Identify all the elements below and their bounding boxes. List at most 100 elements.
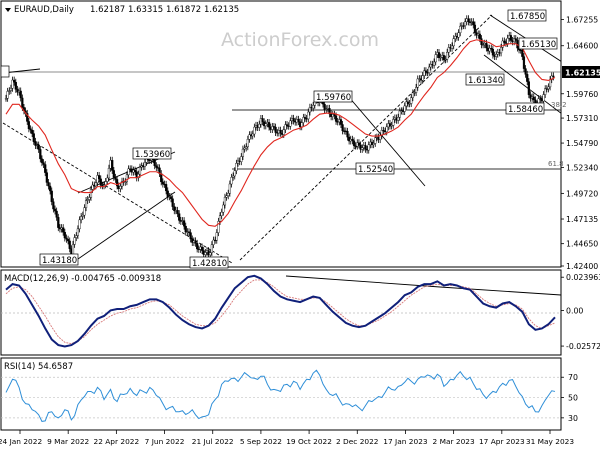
candle-body: [6, 91, 9, 99]
candle-body: [485, 43, 488, 49]
candle-body: [478, 33, 481, 39]
candle-body: [521, 49, 524, 57]
x-tick-label: 17 Apr 2023: [479, 437, 525, 446]
candle-body: [182, 220, 186, 227]
candle-body: [27, 121, 30, 130]
candle-body: [220, 211, 223, 216]
candle-body: [57, 217, 60, 228]
candle-body: [413, 92, 416, 94]
candle-body: [106, 177, 109, 182]
candle-body: [204, 252, 207, 255]
candle-body: [227, 193, 230, 196]
candle-body: [312, 105, 315, 109]
candle-body: [80, 216, 83, 221]
candle-body: [333, 114, 336, 117]
candle-body: [388, 123, 392, 127]
candle-body: [19, 90, 22, 99]
candle-body: [267, 122, 271, 128]
candle-body: [452, 38, 455, 47]
macd-line: [5, 274, 556, 348]
candle-body: [539, 98, 542, 100]
candle-body: [552, 75, 555, 78]
candle-body: [424, 70, 428, 73]
candle-body: [429, 64, 432, 68]
candle-body: [184, 225, 187, 233]
cut-off-label-box: [0, 65, 10, 78]
candle-body: [124, 181, 127, 183]
candle-body: [29, 128, 32, 131]
x-tick-label: 7 Jun 2022: [145, 437, 185, 446]
candle-body: [264, 123, 267, 127]
candle-body: [300, 122, 303, 127]
y-tick-label: 1.49720: [566, 189, 598, 198]
candle-body: [434, 54, 437, 63]
candle-body: [88, 197, 91, 200]
candle-body: [428, 66, 431, 73]
candle-body: [189, 232, 192, 240]
candle-body: [114, 177, 117, 180]
candle-body: [464, 21, 467, 26]
candle-body: [529, 94, 532, 99]
rsi-y-tick-label: 70: [568, 373, 578, 382]
price-label-5: 1.59760: [316, 93, 351, 103]
candle-body: [339, 119, 343, 125]
y-tick-label: 1.52340: [566, 163, 598, 172]
x-tick-label: 31 May 2023: [526, 437, 574, 446]
candle-body: [398, 110, 401, 118]
candle-body: [261, 118, 264, 122]
candle-body: [89, 189, 93, 198]
macd-panel-frame: [0, 269, 562, 356]
candle-body: [21, 97, 24, 108]
candle-body: [240, 156, 243, 162]
candle-body: [78, 219, 81, 230]
candle-body: [495, 54, 498, 57]
candle-body: [385, 126, 388, 133]
y-tick-label: 1.67255: [566, 15, 598, 24]
candle-body: [421, 75, 424, 81]
candle-body: [380, 130, 383, 136]
candle-body: [119, 185, 122, 190]
candle-body: [127, 168, 130, 176]
candle-body: [410, 97, 413, 104]
candle-body: [104, 181, 107, 186]
macd-divergence-line: [439, 286, 562, 296]
candle-body: [467, 18, 470, 23]
candle-body: [209, 252, 212, 256]
label-box-8: [39, 253, 79, 266]
candle-body: [472, 21, 475, 26]
ohlc-open: 1.62187: [90, 5, 125, 15]
candle-body: [253, 126, 256, 135]
candle-body: [215, 232, 218, 241]
candle-body: [526, 74, 529, 82]
macd-signal-line: [5, 279, 556, 345]
price-label-9: 1.42810: [192, 259, 227, 269]
candle-body: [45, 172, 48, 183]
down-trendline-mid: [347, 95, 426, 187]
candle-body: [271, 126, 274, 130]
candles-group: [4, 15, 555, 259]
candle-body: [98, 175, 101, 180]
candle-body: [303, 117, 307, 119]
candle-body: [194, 240, 197, 244]
candle-body: [37, 144, 40, 150]
candle-body: [165, 184, 168, 192]
candle-body: [34, 141, 37, 146]
candle-body: [75, 235, 78, 238]
candle-body: [65, 237, 68, 240]
x-tick-label: 24 Jan 2022: [0, 437, 42, 446]
candle-body: [302, 117, 305, 123]
candle-body: [372, 143, 375, 145]
label-box-6: [355, 162, 395, 175]
rsi-panel-frame: [0, 357, 562, 431]
label-box-3: [465, 73, 505, 86]
y-tick-label: 1.64600: [566, 42, 598, 51]
candle-body: [99, 178, 102, 186]
rsi-guides: [1, 376, 561, 419]
x-tick-label: 9 Mar 2022: [47, 437, 89, 446]
candle-body: [9, 88, 13, 91]
title-dropdown-icon: [5, 8, 11, 12]
price-label-8: 1.43180: [42, 256, 77, 266]
rsi-y-tick-label: 30: [568, 414, 578, 423]
y-tick-label: 1.47135: [566, 215, 598, 224]
candle-body: [50, 190, 53, 202]
